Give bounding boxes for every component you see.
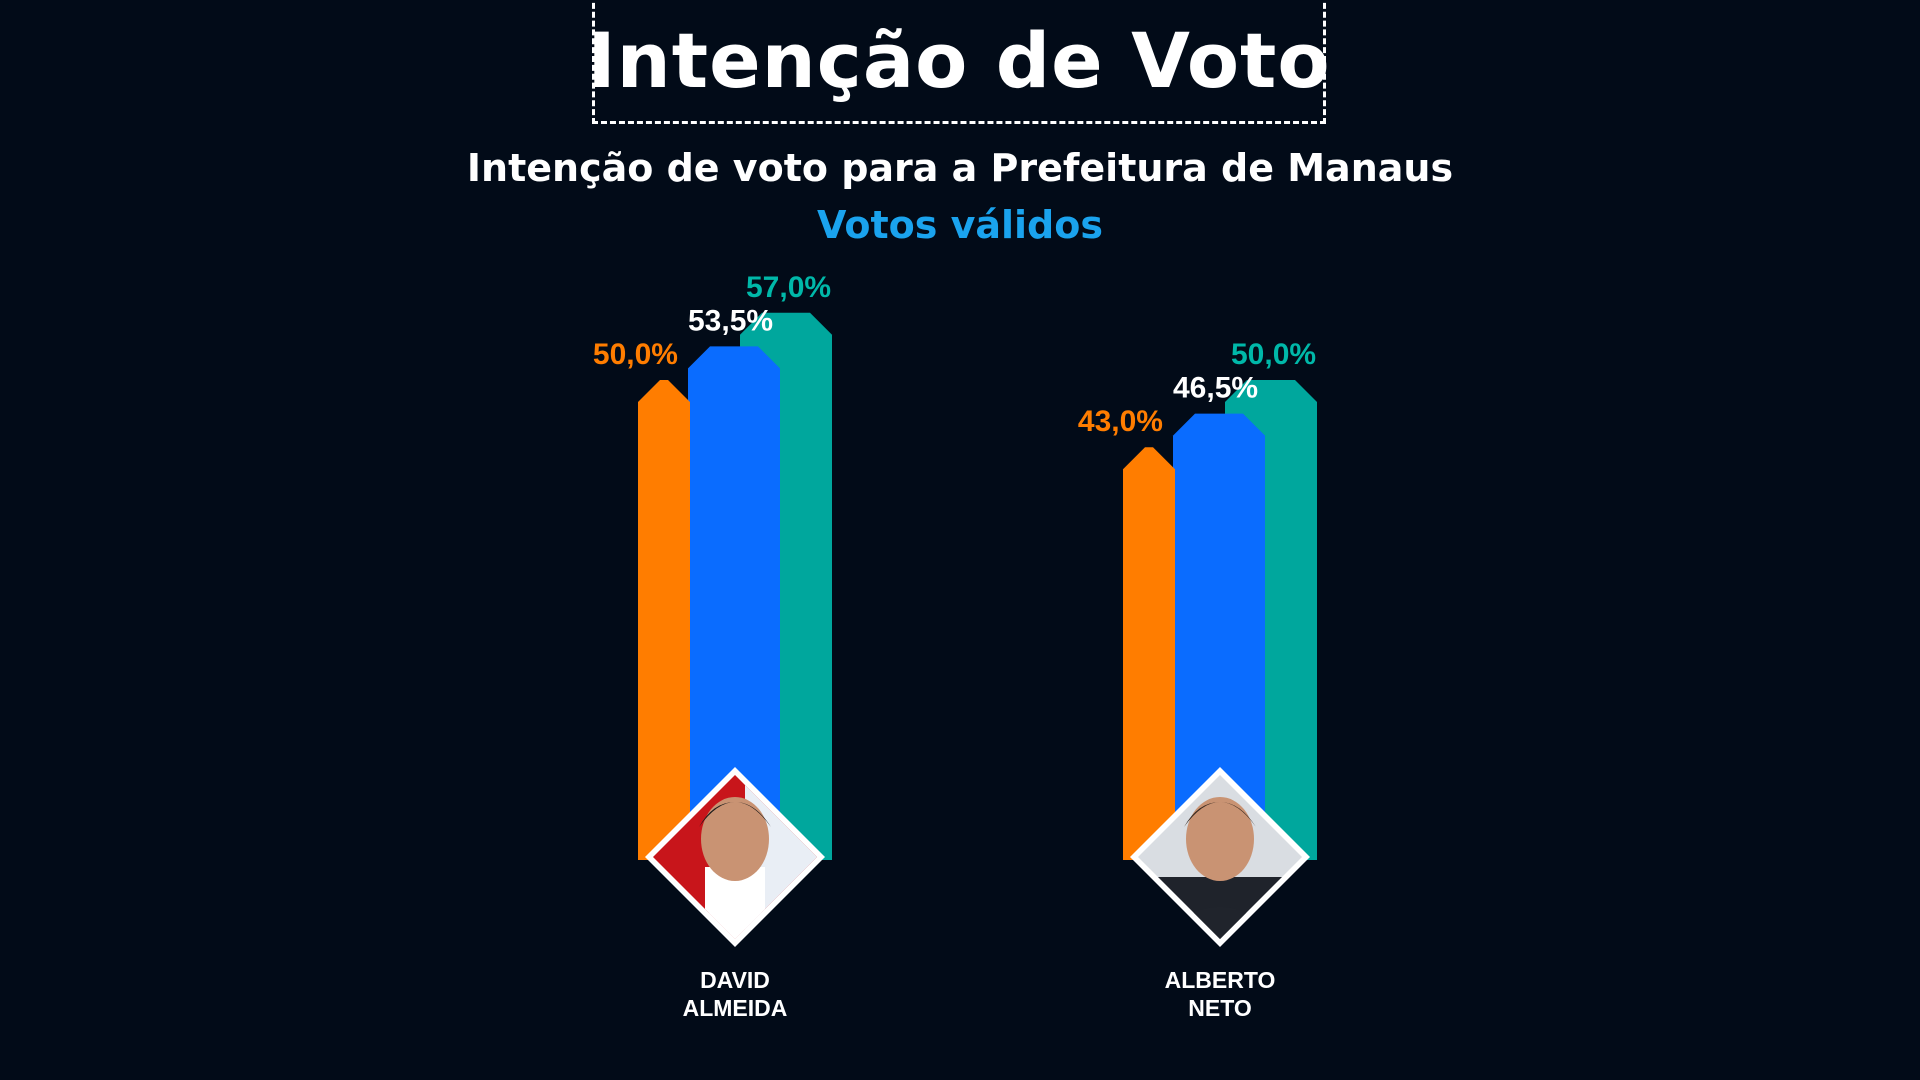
value-label: 50,0% xyxy=(593,338,678,371)
value-label: 43,0% xyxy=(1078,405,1163,438)
candidate-name: NETO xyxy=(1188,995,1251,1021)
bar xyxy=(1173,413,1265,860)
bar xyxy=(638,380,690,860)
title-frame: Intenção de Voto xyxy=(587,0,1330,124)
votes-note: Votos válidos xyxy=(817,203,1103,247)
value-label: 50,0% xyxy=(1231,338,1316,371)
bar xyxy=(688,346,780,860)
chart-subtitle: Intenção de voto para a Prefeitura de Ma… xyxy=(466,146,1454,190)
candidate-name: ALMEIDA xyxy=(683,995,788,1021)
bar xyxy=(1123,447,1175,860)
page-title: Intenção de Voto xyxy=(587,16,1331,105)
value-label: 46,5% xyxy=(1173,372,1258,405)
value-label: 57,0% xyxy=(746,271,831,304)
candidate-name: DAVID xyxy=(700,967,770,993)
value-label: 53,5% xyxy=(688,304,773,337)
candidate-name: ALBERTO xyxy=(1165,967,1276,993)
